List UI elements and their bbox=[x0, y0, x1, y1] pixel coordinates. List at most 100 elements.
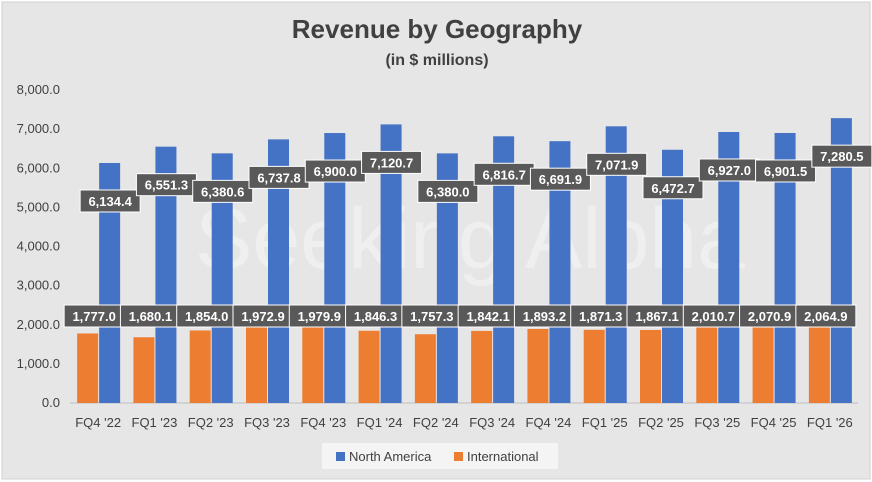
data-label-international-group: 1,854.0 bbox=[176, 304, 238, 328]
bar-international bbox=[77, 333, 99, 403]
data-label-international-group: 1,757.3 bbox=[401, 304, 463, 328]
data-label-north-america-group: 6,927.0 bbox=[698, 158, 760, 182]
bar-north-america bbox=[662, 149, 683, 403]
data-label-north-america-box bbox=[361, 150, 423, 174]
y-tick-label: 3,000.0 bbox=[17, 278, 60, 293]
data-label-north-america-group: 7,280.5 bbox=[811, 144, 872, 168]
data-label-international: 1,979.9 bbox=[298, 309, 341, 324]
data-label-north-america-group: 7,071.9 bbox=[586, 152, 648, 176]
data-label-north-america-group: 6,472.7 bbox=[642, 176, 704, 200]
data-label-north-america: 6,134.4 bbox=[88, 194, 132, 209]
bar-north-america bbox=[211, 153, 233, 403]
data-label-north-america: 7,071.9 bbox=[595, 157, 638, 172]
x-tick-label: FQ1 '24 bbox=[357, 415, 403, 430]
x-tick-label: FQ4 '22 bbox=[75, 415, 121, 430]
x-tick-label: FQ3 '24 bbox=[469, 415, 515, 430]
bar-international bbox=[696, 324, 718, 403]
data-label-international-group: 1,871.3 bbox=[570, 304, 632, 328]
data-label-north-america: 6,551.3 bbox=[145, 178, 188, 193]
bar-international bbox=[189, 330, 211, 403]
x-tick-label: FQ1 '26 bbox=[807, 415, 853, 430]
data-label-international: 1,867.1 bbox=[635, 309, 678, 324]
y-tick-label: 5,000.0 bbox=[17, 199, 60, 214]
legend-label-north-america: North America bbox=[349, 449, 432, 464]
bar-north-america bbox=[549, 141, 571, 403]
bar-international bbox=[527, 328, 549, 403]
bar-international bbox=[752, 321, 774, 403]
data-label-north-america-group: 6,901.5 bbox=[755, 159, 817, 183]
x-tick-label: FQ2 '25 bbox=[638, 415, 684, 430]
data-label-north-america: 6,380.6 bbox=[201, 184, 244, 199]
bar-international bbox=[133, 337, 155, 403]
data-label-north-america: 6,901.5 bbox=[764, 164, 807, 179]
data-label-north-america-group: 6,134.4 bbox=[79, 189, 141, 213]
y-tick-label: 6,000.0 bbox=[17, 160, 60, 175]
data-label-international-group: 1,846.3 bbox=[345, 304, 407, 328]
bar-north-america bbox=[380, 124, 402, 403]
data-label-north-america-group: 6,737.8 bbox=[248, 165, 310, 189]
data-label-north-america-box bbox=[755, 159, 817, 183]
y-tick-label: 1,000.0 bbox=[17, 356, 60, 371]
bar-north-america bbox=[268, 139, 289, 403]
y-tick-label: 7,000.0 bbox=[17, 121, 60, 136]
data-label-north-america-group: 6,900.0 bbox=[304, 159, 366, 183]
data-label-north-america-box bbox=[417, 179, 479, 203]
bar-north-america bbox=[155, 146, 177, 403]
y-tick-label: 0.0 bbox=[42, 395, 60, 410]
x-tick-label: FQ3 '23 bbox=[244, 415, 290, 430]
bar-north-america bbox=[324, 133, 346, 403]
y-tick-label: 2,000.0 bbox=[17, 317, 60, 332]
data-label-international-group: 1,680.1 bbox=[119, 304, 181, 328]
legend-swatch-north-america bbox=[336, 452, 345, 461]
x-tick-label: FQ4 '23 bbox=[300, 415, 346, 430]
data-label-north-america: 6,737.8 bbox=[257, 170, 300, 185]
data-label-north-america-group: 6,816.7 bbox=[473, 162, 535, 186]
data-label-international-group: 1,777.0 bbox=[63, 304, 125, 328]
x-tick-label: FQ4 '24 bbox=[526, 415, 572, 430]
data-label-north-america-box bbox=[192, 179, 254, 203]
data-label-international-group: 2,010.7 bbox=[682, 304, 744, 328]
bar-international bbox=[808, 322, 830, 403]
data-label-international: 1,871.3 bbox=[579, 309, 622, 324]
data-label-north-america-box bbox=[529, 167, 591, 191]
bar-international bbox=[302, 325, 324, 403]
chart-subtitle: (in $ millions) bbox=[385, 52, 488, 69]
bar-north-america bbox=[99, 162, 121, 403]
data-label-international: 1,777.0 bbox=[72, 309, 115, 324]
data-label-international: 2,010.7 bbox=[692, 309, 735, 324]
x-tick-label: FQ2 '24 bbox=[413, 415, 459, 430]
x-tick-label: FQ1 '23 bbox=[132, 415, 178, 430]
data-label-north-america-group: 7,120.7 bbox=[361, 150, 423, 174]
legend-label-international: International bbox=[467, 449, 539, 464]
bar-international bbox=[358, 330, 380, 403]
data-label-international-group: 1,842.1 bbox=[457, 304, 519, 328]
data-label-international: 1,972.9 bbox=[241, 309, 284, 324]
data-label-north-america: 6,900.0 bbox=[314, 164, 357, 179]
chart-title: Revenue by Geography bbox=[292, 14, 583, 44]
data-label-international-group: 1,893.2 bbox=[513, 304, 575, 328]
data-label-north-america-box bbox=[642, 176, 704, 200]
bar-north-america bbox=[493, 136, 515, 403]
data-label-north-america: 6,472.7 bbox=[651, 181, 694, 196]
y-tick-label: 4,000.0 bbox=[17, 239, 60, 254]
data-label-international-group: 1,867.1 bbox=[626, 304, 688, 328]
data-label-north-america: 6,927.0 bbox=[708, 163, 751, 178]
bar-international bbox=[583, 329, 605, 403]
legend-box bbox=[322, 443, 558, 469]
data-label-north-america-box bbox=[586, 152, 648, 176]
data-label-north-america-group: 6,691.9 bbox=[529, 167, 591, 191]
data-label-international: 2,070.9 bbox=[748, 309, 791, 324]
data-label-international: 1,854.0 bbox=[185, 309, 228, 324]
x-tick-label: FQ1 '25 bbox=[582, 415, 628, 430]
legend-swatch-international bbox=[454, 452, 463, 461]
y-tick-label: 8,000.0 bbox=[17, 82, 60, 97]
x-tick-label: FQ4 '25 bbox=[751, 415, 797, 430]
data-label-international-group: 2,070.9 bbox=[739, 304, 801, 328]
bar-north-america bbox=[718, 131, 740, 403]
data-label-north-america: 6,380.0 bbox=[426, 184, 469, 199]
data-label-international: 1,757.3 bbox=[410, 309, 453, 324]
bar-north-america bbox=[436, 153, 458, 403]
x-tick-label: FQ3 '25 bbox=[694, 415, 740, 430]
